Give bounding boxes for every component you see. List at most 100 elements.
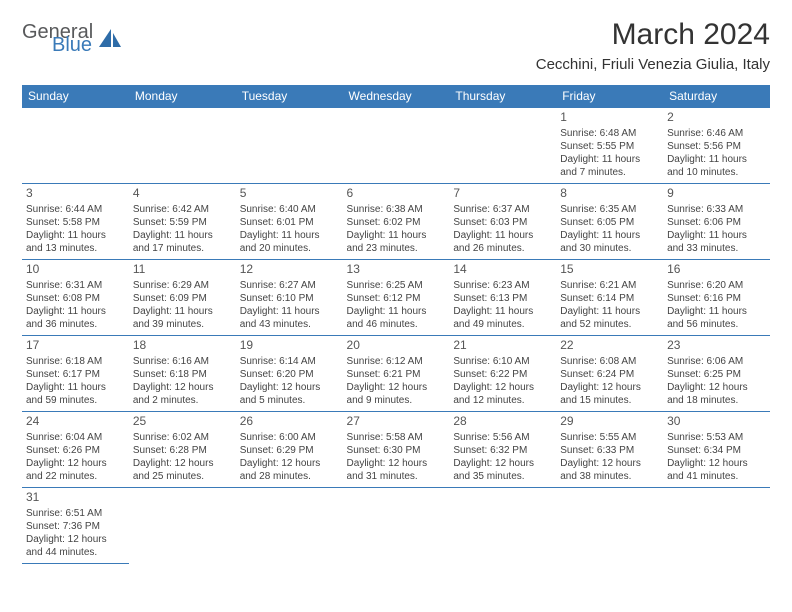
sunrise-line: Sunrise: 6:16 AM (133, 355, 232, 368)
sunset-line: Sunset: 6:17 PM (26, 368, 125, 381)
sunrise-line: Sunrise: 6:44 AM (26, 203, 125, 216)
calendar-cell: 3Sunrise: 6:44 AMSunset: 5:58 PMDaylight… (22, 184, 129, 260)
daylight-line-2: and 56 minutes. (667, 318, 766, 331)
daylight-line-1: Daylight: 11 hours (133, 305, 232, 318)
sunrise-line: Sunrise: 6:38 AM (347, 203, 446, 216)
sunset-line: Sunset: 6:13 PM (453, 292, 552, 305)
day-number: 9 (667, 186, 766, 202)
sunrise-line: Sunrise: 6:46 AM (667, 127, 766, 140)
weekday-header-row: Sunday Monday Tuesday Wednesday Thursday… (22, 85, 770, 108)
calendar-cell: 23Sunrise: 6:06 AMSunset: 6:25 PMDayligh… (663, 336, 770, 412)
daylight-line-1: Daylight: 11 hours (26, 305, 125, 318)
daylight-line-1: Daylight: 11 hours (26, 229, 125, 242)
sunset-line: Sunset: 6:09 PM (133, 292, 232, 305)
sunrise-line: Sunrise: 6:29 AM (133, 279, 232, 292)
daylight-line-1: Daylight: 12 hours (26, 533, 125, 546)
weekday-header: Sunday (22, 85, 129, 108)
sunrise-line: Sunrise: 6:31 AM (26, 279, 125, 292)
calendar-cell: 20Sunrise: 6:12 AMSunset: 6:21 PMDayligh… (343, 336, 450, 412)
sunrise-line: Sunrise: 6:35 AM (560, 203, 659, 216)
daylight-line-2: and 12 minutes. (453, 394, 552, 407)
calendar-cell: 9Sunrise: 6:33 AMSunset: 6:06 PMDaylight… (663, 184, 770, 260)
sunset-line: Sunset: 6:34 PM (667, 444, 766, 457)
calendar-cell: 22Sunrise: 6:08 AMSunset: 6:24 PMDayligh… (556, 336, 663, 412)
logo-text: General Blue (22, 24, 93, 54)
sunrise-line: Sunrise: 6:14 AM (240, 355, 339, 368)
daylight-line-2: and 23 minutes. (347, 242, 446, 255)
daylight-line-1: Daylight: 11 hours (26, 381, 125, 394)
sunrise-line: Sunrise: 6:02 AM (133, 431, 232, 444)
daylight-line-1: Daylight: 12 hours (453, 457, 552, 470)
calendar-cell-empty (22, 108, 129, 184)
daylight-line-1: Daylight: 11 hours (667, 153, 766, 166)
calendar-cell: 21Sunrise: 6:10 AMSunset: 6:22 PMDayligh… (449, 336, 556, 412)
daylight-line-2: and 2 minutes. (133, 394, 232, 407)
month-title: March 2024 (536, 18, 770, 52)
day-number: 13 (347, 262, 446, 278)
sunrise-line: Sunrise: 6:25 AM (347, 279, 446, 292)
sunrise-line: Sunrise: 6:04 AM (26, 431, 125, 444)
logo: General Blue (22, 24, 123, 54)
sunrise-line: Sunrise: 6:10 AM (453, 355, 552, 368)
sunrise-line: Sunrise: 6:51 AM (26, 507, 125, 520)
daylight-line-2: and 44 minutes. (26, 546, 125, 559)
daylight-line-1: Daylight: 11 hours (133, 229, 232, 242)
calendar-row: 24Sunrise: 6:04 AMSunset: 6:26 PMDayligh… (22, 412, 770, 488)
sunset-line: Sunset: 6:10 PM (240, 292, 339, 305)
day-number: 2 (667, 110, 766, 126)
day-number: 26 (240, 414, 339, 430)
calendar-cell: 14Sunrise: 6:23 AMSunset: 6:13 PMDayligh… (449, 260, 556, 336)
title-block: March 2024 Cecchini, Friuli Venezia Giul… (536, 18, 770, 73)
calendar-row: 3Sunrise: 6:44 AMSunset: 5:58 PMDaylight… (22, 184, 770, 260)
calendar-row: 1Sunrise: 6:48 AMSunset: 5:55 PMDaylight… (22, 108, 770, 184)
sunset-line: Sunset: 6:12 PM (347, 292, 446, 305)
sunset-line: Sunset: 5:59 PM (133, 216, 232, 229)
day-number: 4 (133, 186, 232, 202)
sunset-line: Sunset: 6:22 PM (453, 368, 552, 381)
daylight-line-1: Daylight: 12 hours (240, 381, 339, 394)
sunrise-line: Sunrise: 5:55 AM (560, 431, 659, 444)
daylight-line-1: Daylight: 11 hours (347, 229, 446, 242)
daylight-line-2: and 13 minutes. (26, 242, 125, 255)
calendar-cell: 28Sunrise: 5:56 AMSunset: 6:32 PMDayligh… (449, 412, 556, 488)
daylight-line-2: and 5 minutes. (240, 394, 339, 407)
sunset-line: Sunset: 5:56 PM (667, 140, 766, 153)
daylight-line-2: and 20 minutes. (240, 242, 339, 255)
calendar-cell: 11Sunrise: 6:29 AMSunset: 6:09 PMDayligh… (129, 260, 236, 336)
sunrise-line: Sunrise: 6:06 AM (667, 355, 766, 368)
daylight-line-2: and 33 minutes. (667, 242, 766, 255)
calendar-row: 10Sunrise: 6:31 AMSunset: 6:08 PMDayligh… (22, 260, 770, 336)
sunset-line: Sunset: 6:26 PM (26, 444, 125, 457)
sunset-line: Sunset: 6:28 PM (133, 444, 232, 457)
sunrise-line: Sunrise: 6:42 AM (133, 203, 232, 216)
calendar-cell: 8Sunrise: 6:35 AMSunset: 6:05 PMDaylight… (556, 184, 663, 260)
calendar-cell-empty (343, 488, 450, 564)
sunrise-line: Sunrise: 6:33 AM (667, 203, 766, 216)
daylight-line-2: and 28 minutes. (240, 470, 339, 483)
weekday-header: Monday (129, 85, 236, 108)
day-number: 10 (26, 262, 125, 278)
day-number: 11 (133, 262, 232, 278)
weekday-header: Thursday (449, 85, 556, 108)
logo-word-blue: Blue (52, 37, 93, 54)
header: General Blue March 2024 Cecchini, Friuli… (22, 18, 770, 73)
calendar-cell: 7Sunrise: 6:37 AMSunset: 6:03 PMDaylight… (449, 184, 556, 260)
sunrise-line: Sunrise: 6:18 AM (26, 355, 125, 368)
sunset-line: Sunset: 6:25 PM (667, 368, 766, 381)
sunset-line: Sunset: 6:29 PM (240, 444, 339, 457)
calendar-cell: 18Sunrise: 6:16 AMSunset: 6:18 PMDayligh… (129, 336, 236, 412)
daylight-line-1: Daylight: 12 hours (133, 457, 232, 470)
calendar-cell: 27Sunrise: 5:58 AMSunset: 6:30 PMDayligh… (343, 412, 450, 488)
day-number: 5 (240, 186, 339, 202)
day-number: 8 (560, 186, 659, 202)
daylight-line-1: Daylight: 12 hours (667, 457, 766, 470)
calendar-cell: 19Sunrise: 6:14 AMSunset: 6:20 PMDayligh… (236, 336, 343, 412)
calendar-cell: 6Sunrise: 6:38 AMSunset: 6:02 PMDaylight… (343, 184, 450, 260)
calendar-cell: 30Sunrise: 5:53 AMSunset: 6:34 PMDayligh… (663, 412, 770, 488)
calendar-cell: 13Sunrise: 6:25 AMSunset: 6:12 PMDayligh… (343, 260, 450, 336)
calendar-cell: 5Sunrise: 6:40 AMSunset: 6:01 PMDaylight… (236, 184, 343, 260)
daylight-line-2: and 46 minutes. (347, 318, 446, 331)
sunrise-line: Sunrise: 6:08 AM (560, 355, 659, 368)
sunset-line: Sunset: 6:33 PM (560, 444, 659, 457)
day-number: 7 (453, 186, 552, 202)
